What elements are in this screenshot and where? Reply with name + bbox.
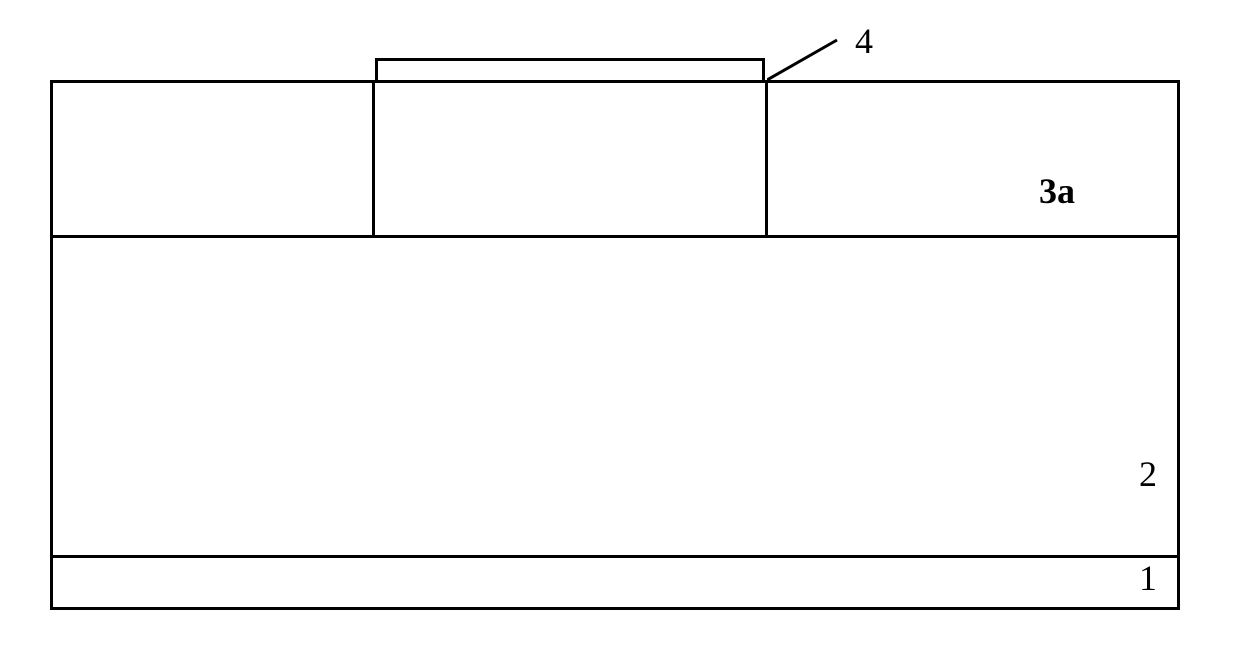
layer-3a: 3a	[50, 80, 1180, 238]
cross-section-diagram: 1 2 3a 4	[50, 80, 1180, 610]
top-box-region-4	[375, 58, 765, 80]
label-4: 4	[855, 20, 873, 62]
layer-1: 1	[50, 555, 1180, 610]
leader-line-icon	[767, 30, 857, 80]
label-3a: 3a	[1039, 170, 1075, 212]
label-2: 2	[1139, 453, 1157, 495]
layer-2: 2	[50, 235, 1180, 558]
block-left	[50, 80, 375, 238]
block-right	[765, 80, 1180, 238]
label-1: 1	[1139, 557, 1157, 599]
